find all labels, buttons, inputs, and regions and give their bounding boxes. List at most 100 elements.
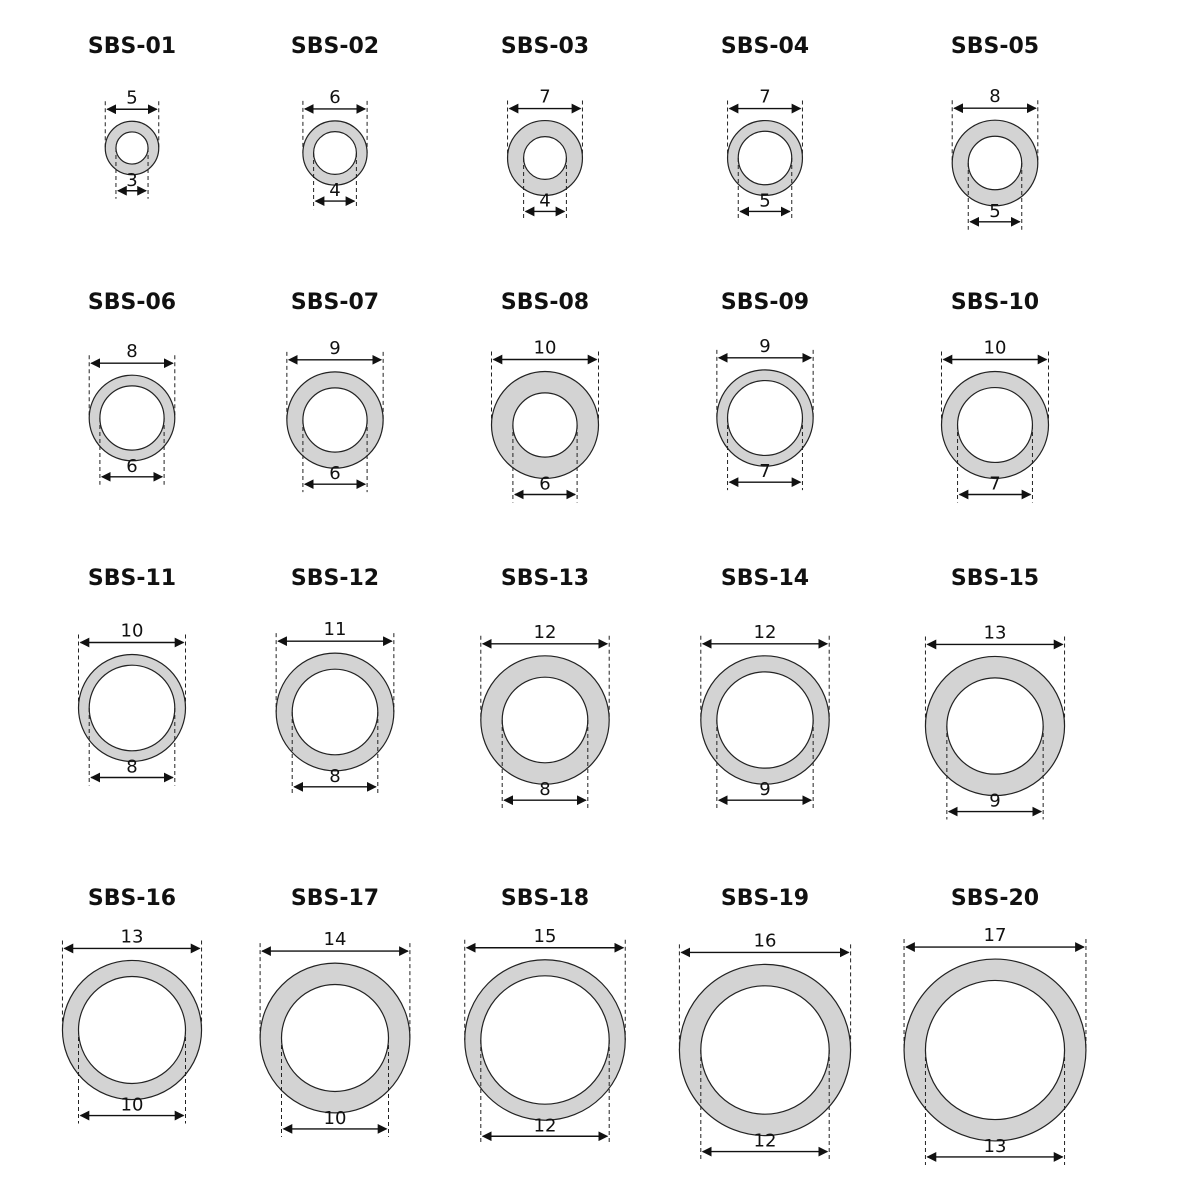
washer-item: SBS-15 13 9 [924,566,1066,820]
item-code: SBS-20 [951,886,1039,911]
outer-diameter-label: 14 [324,929,347,950]
washer-item: SBS-06 8 6 [88,290,176,485]
washer-inner-hole [967,135,1023,191]
item-code: SBS-02 [291,34,379,59]
washer-item: SBS-04 7 5 [721,34,809,220]
inner-diameter-label: 8 [329,766,340,787]
inner-diameter-label: 13 [984,1136,1007,1157]
washer-inner-hole [88,664,176,752]
inner-diameter-label: 6 [329,463,340,484]
inner-diameter-label: 10 [121,1095,144,1116]
washer-inner-hole [946,677,1044,775]
inner-diameter-label: 5 [759,190,770,211]
washer-inner-hole [501,676,589,764]
item-code: SBS-13 [501,566,589,591]
outer-diameter-label: 10 [984,338,1007,359]
item-code: SBS-08 [501,290,589,315]
washer-item: SBS-09 9 7 [716,290,814,491]
inner-diameter-label: 4 [539,190,550,211]
outer-diameter-label: 9 [329,338,340,359]
inner-diameter-label: 12 [534,1115,557,1136]
outer-diameter-label: 8 [989,86,1000,107]
inner-diameter-label: 9 [759,779,770,800]
item-code: SBS-11 [88,566,176,591]
outer-diameter-label: 13 [121,926,144,947]
washer-inner-hole [302,387,368,453]
washer-item: SBS-03 7 4 [501,34,589,220]
washer-item: SBS-08 10 6 [490,290,600,503]
outer-diameter-label: 11 [324,619,347,640]
outer-diameter-label: 6 [329,87,340,108]
washer-item: SBS-20 17 13 [903,886,1087,1165]
outer-diameter-label: 15 [534,926,557,947]
washer-inner-hole [291,668,379,756]
item-code: SBS-10 [951,290,1039,315]
item-code: SBS-12 [291,566,379,591]
outer-diameter-label: 10 [121,621,144,642]
washer-inner-hole [924,979,1066,1121]
outer-diameter-label: 9 [759,336,770,357]
washer-item: SBS-02 6 4 [291,34,379,210]
item-code: SBS-03 [501,34,589,59]
washer-inner-hole [115,131,149,165]
washer-item: SBS-01 5 3 [88,34,176,199]
washer-inner-hole [99,385,165,451]
outer-diameter-label: 7 [759,87,770,108]
outer-diameter-label: 12 [754,622,777,643]
inner-diameter-label: 4 [329,180,340,201]
item-code: SBS-19 [721,886,809,911]
outer-diameter-label: 8 [126,341,137,362]
washer-item: SBS-17 14 10 [259,886,411,1137]
washer-item: SBS-05 8 5 [951,34,1039,230]
washer-item: SBS-07 9 6 [286,290,384,493]
washer-item: SBS-14 12 9 [700,566,830,809]
washer-item: SBS-10 10 7 [940,290,1050,503]
washer-inner-hole [512,392,578,458]
item-code: SBS-15 [951,566,1039,591]
washer-inner-hole [480,975,610,1105]
outer-diameter-label: 7 [539,87,550,108]
item-code: SBS-09 [721,290,809,315]
washer-item: SBS-12 11 8 [275,566,395,795]
washer-item: SBS-18 15 12 [464,886,626,1145]
inner-diameter-label: 6 [539,474,550,495]
washer-inner-hole [726,379,804,457]
outer-diameter-label: 12 [534,622,557,643]
washer-inner-hole [522,136,567,181]
outer-diameter-label: 13 [984,622,1007,643]
item-code: SBS-17 [291,886,379,911]
inner-diameter-label: 5 [989,201,1000,222]
washer-item: SBS-13 12 8 [480,566,610,809]
item-code: SBS-14 [721,566,809,591]
washer-inner-hole [737,130,793,186]
washer-item: SBS-11 10 8 [77,566,187,786]
item-code: SBS-05 [951,34,1039,59]
outer-diameter-label: 5 [126,87,137,108]
item-code: SBS-16 [88,886,176,911]
washer-inner-hole [956,386,1034,464]
inner-diameter-label: 3 [126,170,137,191]
inner-diameter-label: 7 [759,461,770,482]
item-code: SBS-01 [88,34,176,59]
outer-diameter-label: 17 [984,925,1007,946]
item-code: SBS-04 [721,34,809,59]
inner-diameter-label: 8 [539,779,550,800]
washer-item: SBS-19 16 12 [678,886,852,1160]
inner-diameter-label: 10 [324,1108,347,1129]
item-code: SBS-07 [291,290,379,315]
inner-diameter-label: 9 [989,791,1000,812]
washer-inner-hole [313,131,358,176]
washer-inner-hole [77,975,187,1085]
inner-diameter-label: 8 [126,757,137,778]
outer-diameter-label: 10 [534,338,557,359]
outer-diameter-label: 16 [754,930,777,951]
inner-diameter-label: 7 [989,474,1000,495]
washer-inner-hole [716,671,814,769]
item-code: SBS-18 [501,886,589,911]
inner-diameter-label: 6 [126,456,137,477]
washer-inner-hole [280,983,390,1093]
washer-inner-hole [700,985,830,1115]
washer-item: SBS-16 13 10 [61,886,203,1124]
